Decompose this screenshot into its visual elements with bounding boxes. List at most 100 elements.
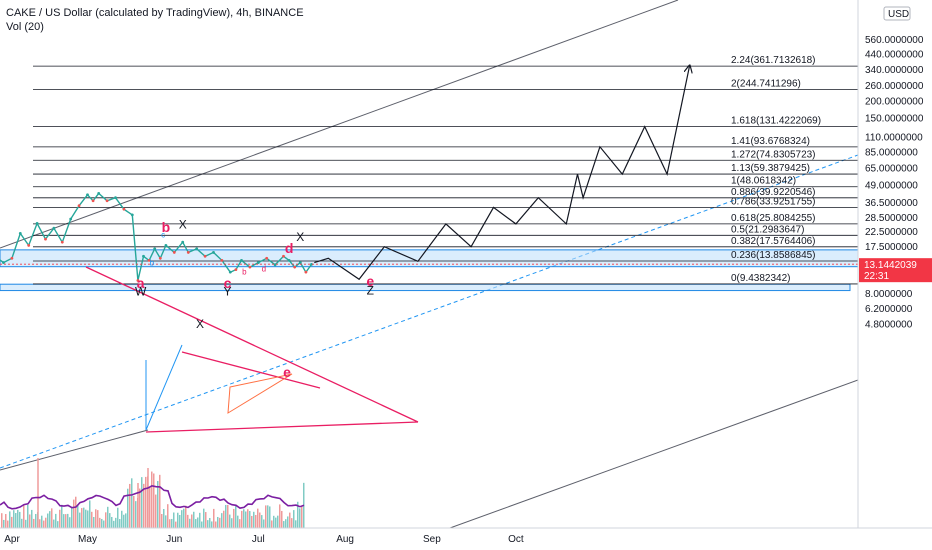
volume-bar <box>1 513 3 528</box>
volume-bar <box>181 510 183 528</box>
price-tick-label: 6.2000000 <box>865 304 913 315</box>
volume-bar <box>219 517 221 528</box>
price-point <box>105 199 109 203</box>
volume-bar <box>91 511 93 528</box>
last-price-badge[interactable] <box>859 258 932 283</box>
volume-bar <box>297 501 299 528</box>
volume-bar <box>31 509 33 528</box>
volume-bar <box>163 509 165 528</box>
price-point <box>240 259 243 262</box>
price-tick-label: 4.8000000 <box>865 319 913 330</box>
volume-bar <box>239 519 241 528</box>
volume-bar <box>19 511 21 528</box>
wave-label: a <box>137 275 145 291</box>
price-point <box>97 191 101 195</box>
volume-bar <box>127 488 129 528</box>
time-tick-label: Jun <box>166 534 182 545</box>
price-tick-label: 65.0000000 <box>865 164 918 175</box>
volume-bar <box>73 499 75 528</box>
price-point <box>27 243 31 247</box>
volume-bar <box>281 510 283 528</box>
triangle-upper-line[interactable] <box>85 266 419 423</box>
volume-bar <box>221 513 223 528</box>
volume-bar <box>29 514 31 528</box>
volume-bar <box>177 512 179 528</box>
volume-bar <box>261 515 263 528</box>
wave-label: Z <box>367 284 374 298</box>
price-point <box>304 270 308 274</box>
volume-bar <box>203 508 205 528</box>
volume-bar <box>113 520 115 528</box>
time-axis[interactable]: Apr May Jun Jul Aug Sep Oct <box>4 534 524 545</box>
inner-triangle[interactable] <box>227 373 293 414</box>
volume-bar <box>51 508 53 528</box>
volume-bar <box>191 514 193 528</box>
unit-label: USD <box>888 9 909 20</box>
volume-bar <box>145 476 147 528</box>
wave-label: c <box>224 275 232 291</box>
volume-bar <box>135 501 137 528</box>
projection-zigzag[interactable] <box>314 66 689 281</box>
volume-bar <box>299 508 301 528</box>
projection-path[interactable] <box>314 66 689 281</box>
volume-bar <box>277 515 279 528</box>
volume-bar <box>223 510 225 528</box>
fib-level-label: 1.618(131.4222069) <box>731 116 821 127</box>
volume-bar <box>259 512 261 528</box>
price-point <box>172 251 176 254</box>
channel-lower-line[interactable] <box>449 379 858 528</box>
volume-bar <box>271 520 273 528</box>
price-point <box>122 207 126 211</box>
fib-level-label: 0.618(25.8084255) <box>731 213 816 224</box>
wave-label: d <box>262 265 266 274</box>
volume-bar <box>231 518 233 528</box>
volume-bar <box>189 518 191 528</box>
wave-label: c <box>161 231 165 240</box>
price-line[interactable] <box>0 191 858 282</box>
triangle-lower-line[interactable] <box>145 421 419 433</box>
volume-bar <box>179 514 181 528</box>
channel-bottom-left-line[interactable] <box>0 429 149 471</box>
volume-bar <box>89 500 91 528</box>
fib-level-label: 2(244.7411296) <box>731 78 801 89</box>
trend-dashed-line[interactable] <box>0 154 858 469</box>
volume-bar <box>275 517 277 528</box>
price-tick-label: 8.0000000 <box>865 289 913 300</box>
price-point <box>60 240 64 244</box>
volume-bar <box>233 508 235 528</box>
wave-label: X <box>179 217 187 231</box>
volume-bar <box>293 510 295 528</box>
price-point <box>142 254 145 258</box>
price-point <box>44 237 47 241</box>
volume-bar <box>151 471 153 528</box>
price-tick-label: 440.0000000 <box>865 49 924 60</box>
volume-bar <box>199 512 201 528</box>
wave-b-blue-line[interactable] <box>145 344 183 431</box>
volume-bar <box>77 504 79 528</box>
support-zone[interactable] <box>0 283 851 292</box>
price-tick-label: 260.0000000 <box>865 81 924 92</box>
price-point <box>52 226 56 230</box>
unit-badge[interactable] <box>883 6 911 21</box>
wave-label: b <box>150 258 155 267</box>
triangle-pattern[interactable] <box>85 266 419 433</box>
volume-bar <box>243 509 245 528</box>
volume-bar <box>279 504 281 528</box>
price-point <box>69 217 73 221</box>
fib-level-label: 0.5(21.2983647) <box>731 224 804 235</box>
volume-bar <box>227 504 229 528</box>
fib-level-label: 0.236(13.8586845) <box>731 250 816 261</box>
fib-level-label: 0.786(33.9251755) <box>731 197 816 208</box>
volume-bar <box>111 516 113 528</box>
volume-bar <box>209 517 211 528</box>
volume-bar <box>115 517 117 528</box>
price-point <box>256 261 260 264</box>
volume-bar <box>287 516 289 528</box>
triangle-inner-line[interactable] <box>181 351 321 389</box>
volume-bar <box>5 514 7 528</box>
channel-upper-line[interactable] <box>0 0 679 249</box>
volume-bar <box>55 513 57 528</box>
volume-bar <box>153 473 155 528</box>
